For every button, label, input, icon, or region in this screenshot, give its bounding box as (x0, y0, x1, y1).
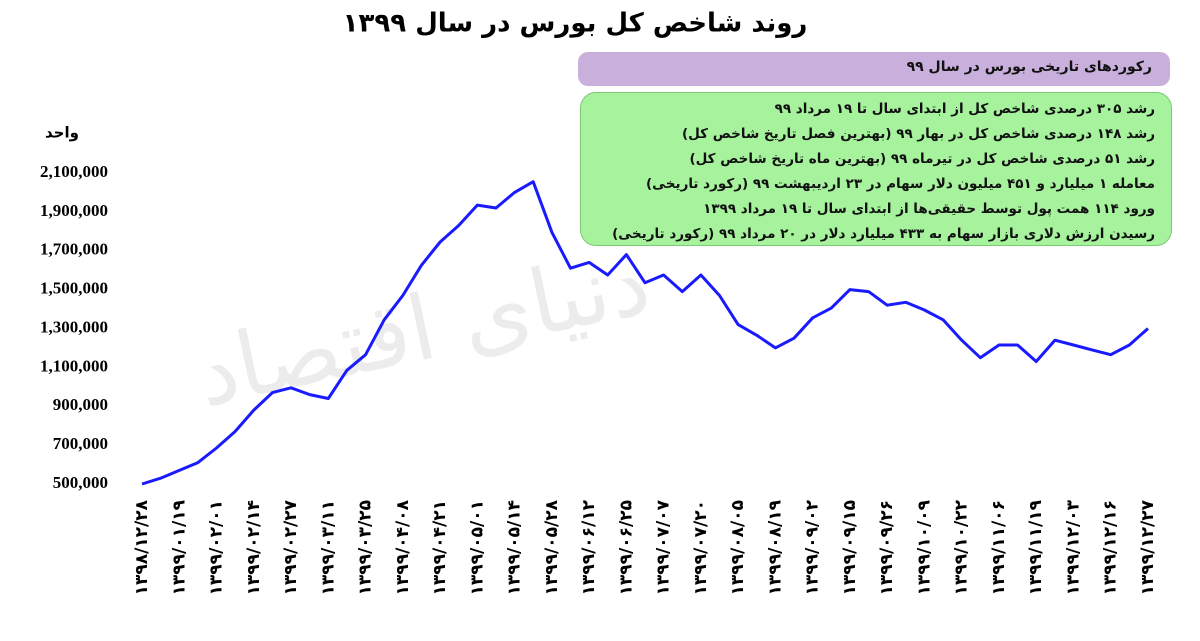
y-axis-label: واحد (45, 124, 79, 142)
chart-title: روند شاخص کل بورس در سال ۱۳۹۹ (343, 9, 808, 39)
x-tick-label: ۱۳۹۹/۰۱/۱۹ (169, 499, 189, 595)
record-line: ورود ۱۱۴ همت پول توسط حقیقی‌ها از ابتدای… (703, 201, 1155, 217)
record-line: رشد ۱۴۸ درصدی شاخص کل در بهار ۹۹ (بهترین… (681, 126, 1155, 142)
record-line: رشد ۵۱ درصدی شاخص کل در تیرماه ۹۹ (بهتری… (689, 151, 1155, 167)
x-tick-label: ۱۳۹۸/۱۲/۲۸ (132, 499, 152, 595)
x-tick-label: ۱۳۹۹/۰۲/۰۱ (207, 500, 227, 595)
x-tick-label: ۱۳۹۹/۰۹/۰۲ (803, 499, 823, 595)
record-line: رسیدن ارزش دلاری بازار سهام به ۴۳۳ میلیا… (612, 226, 1155, 242)
x-tick-label: ۱۳۹۹/۱۱/۰۶ (989, 500, 1009, 595)
y-tick-label: 500,000 (53, 473, 108, 492)
x-tick-label: ۱۳۹۹/۰۶/۱۲ (579, 499, 599, 595)
x-tick-label: ۱۳۹۹/۱۰/۲۲ (952, 499, 972, 595)
x-tick-label: ۱۳۹۹/۰۷/۰۷ (654, 499, 674, 595)
records-box: رشد ۳۰۵ درصدی شاخص کل از ابتدای سال تا ۱… (580, 92, 1172, 246)
x-tick-label: ۱۳۹۹/۰۸/۱۹ (765, 499, 785, 595)
y-tick-label: 2,100,000 (40, 162, 108, 181)
x-tick-label: ۱۳۹۹/۰۹/۲۶ (877, 500, 897, 595)
x-tick-label: ۱۳۹۹/۰۲/۲۷ (281, 499, 301, 595)
y-tick-label: 700,000 (53, 434, 108, 453)
y-tick-label: 1,300,000 (40, 317, 108, 336)
x-tick-label: ۱۳۹۹/۱۲/۲۷ (1138, 499, 1158, 595)
y-tick-label: 1,700,000 (40, 240, 108, 259)
y-tick-label: 900,000 (53, 395, 108, 414)
x-tick-label: ۱۳۹۹/۱۲/۰۳ (1063, 499, 1083, 595)
y-tick-label: 1,100,000 (40, 356, 108, 375)
x-tick-label: ۱۳۹۹/۰۳/۲۵ (356, 500, 376, 595)
x-tick-label: ۱۳۹۹/۰۶/۲۵ (616, 500, 636, 595)
record-line: رشد ۳۰۵ درصدی شاخص کل از ابتدای سال تا ۱… (774, 101, 1155, 117)
x-tick-label: ۱۳۹۹/۱۰/۰۹ (914, 499, 934, 595)
records-header: رکوردهای تاریخی بورس در سال ۹۹ (578, 52, 1170, 86)
x-tick-label: ۱۳۹۹/۰۴/۰۸ (393, 499, 413, 595)
x-tick-label: ۱۳۹۹/۰۷/۲۰ (691, 500, 711, 595)
y-tick-label: 1,900,000 (40, 201, 108, 220)
x-tick-label: ۱۳۹۹/۰۵/۰۱ (467, 500, 487, 595)
x-tick-label: ۱۳۹۹/۰۵/۲۸ (542, 499, 562, 595)
x-tick-label: ۱۳۹۹/۱۲/۱۶ (1101, 500, 1121, 595)
x-tick-label: ۱۳۹۹/۰۳/۱۱ (318, 500, 338, 595)
x-tick-label: ۱۳۹۹/۰۲/۱۴ (244, 500, 264, 595)
y-tick-label: 1,500,000 (40, 279, 108, 298)
x-tick-label: ۱۳۹۹/۰۹/۱۵ (840, 500, 860, 595)
record-line: معامله ۱ میلیارد و ۴۵۱ میلیون دلار سهام … (645, 176, 1155, 192)
x-tick-label: ۱۳۹۹/۰۴/۲۱ (430, 500, 450, 595)
x-tick-label: ۱۳۹۹/۱۱/۱۹ (1026, 499, 1046, 595)
watermark: دنیای اقتصاد (187, 229, 658, 427)
x-tick-label: ۱۳۹۹/۰۸/۰۵ (728, 500, 748, 595)
index-line (141, 180, 1149, 486)
x-tick-label: ۱۳۹۹/۰۵/۱۴ (505, 500, 525, 595)
